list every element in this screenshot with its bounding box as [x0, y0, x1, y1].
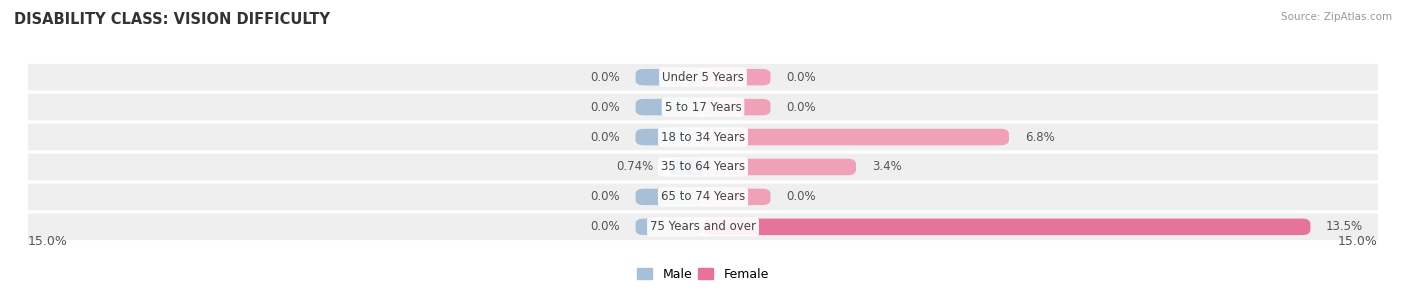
FancyBboxPatch shape	[703, 129, 1010, 145]
Text: 18 to 34 Years: 18 to 34 Years	[661, 130, 745, 143]
FancyBboxPatch shape	[6, 184, 1400, 210]
Legend: Male, Female: Male, Female	[633, 263, 773, 286]
Text: 0.0%: 0.0%	[591, 190, 620, 203]
FancyBboxPatch shape	[6, 213, 1400, 240]
Text: 35 to 64 Years: 35 to 64 Years	[661, 161, 745, 174]
FancyBboxPatch shape	[6, 154, 1400, 180]
FancyBboxPatch shape	[703, 159, 856, 175]
FancyBboxPatch shape	[636, 189, 703, 205]
Text: 15.0%: 15.0%	[28, 235, 67, 248]
Text: 0.74%: 0.74%	[617, 161, 654, 174]
FancyBboxPatch shape	[703, 189, 770, 205]
FancyBboxPatch shape	[636, 219, 703, 235]
Text: 5 to 17 Years: 5 to 17 Years	[665, 101, 741, 114]
Text: 13.5%: 13.5%	[1326, 220, 1364, 233]
Text: Under 5 Years: Under 5 Years	[662, 71, 744, 84]
Text: 0.0%: 0.0%	[591, 130, 620, 143]
Text: 65 to 74 Years: 65 to 74 Years	[661, 190, 745, 203]
Text: 0.0%: 0.0%	[591, 101, 620, 114]
Text: 3.4%: 3.4%	[872, 161, 901, 174]
FancyBboxPatch shape	[6, 64, 1400, 91]
Text: 15.0%: 15.0%	[1339, 235, 1378, 248]
Text: Source: ZipAtlas.com: Source: ZipAtlas.com	[1281, 12, 1392, 22]
FancyBboxPatch shape	[636, 129, 703, 145]
FancyBboxPatch shape	[703, 99, 770, 115]
FancyBboxPatch shape	[703, 219, 1310, 235]
FancyBboxPatch shape	[6, 124, 1400, 150]
Text: 6.8%: 6.8%	[1025, 130, 1054, 143]
Text: 0.0%: 0.0%	[786, 101, 815, 114]
Text: 75 Years and over: 75 Years and over	[650, 220, 756, 233]
FancyBboxPatch shape	[636, 99, 703, 115]
FancyBboxPatch shape	[669, 159, 703, 175]
Text: 0.0%: 0.0%	[591, 220, 620, 233]
Text: 0.0%: 0.0%	[786, 190, 815, 203]
FancyBboxPatch shape	[636, 69, 703, 85]
Text: 0.0%: 0.0%	[591, 71, 620, 84]
FancyBboxPatch shape	[6, 94, 1400, 120]
Text: 0.0%: 0.0%	[786, 71, 815, 84]
Text: DISABILITY CLASS: VISION DIFFICULTY: DISABILITY CLASS: VISION DIFFICULTY	[14, 12, 330, 27]
FancyBboxPatch shape	[703, 69, 770, 85]
